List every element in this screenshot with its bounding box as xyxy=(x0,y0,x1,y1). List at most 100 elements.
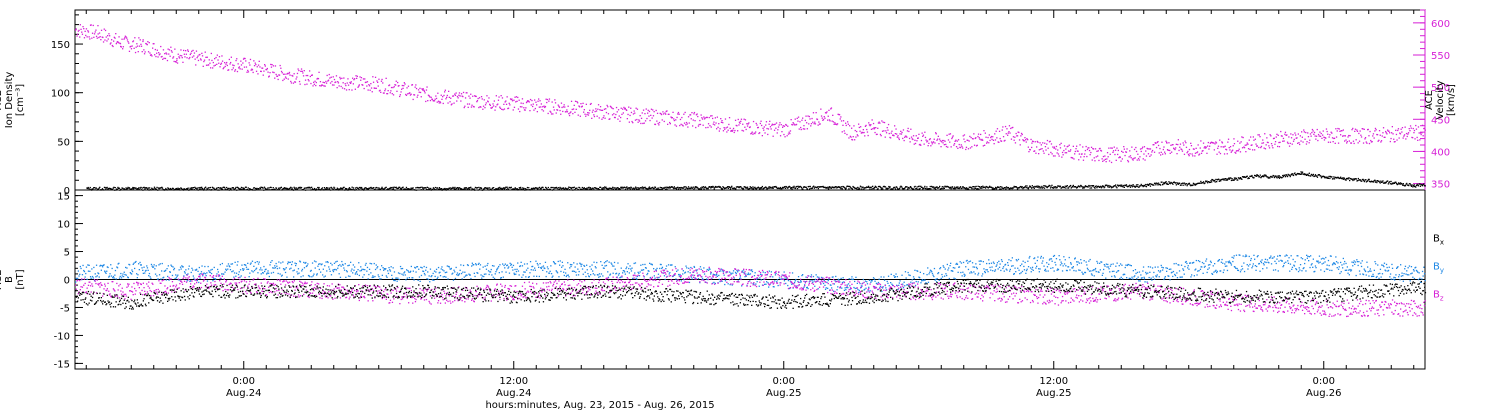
velocity-series-point xyxy=(1084,153,1086,155)
velocity-series-point xyxy=(1093,157,1095,159)
velocity-series-point xyxy=(381,78,383,81)
velocity-series-point xyxy=(1339,130,1341,132)
velocity-series-point xyxy=(617,109,620,111)
velocity-series-point xyxy=(339,78,342,80)
density-series-point xyxy=(119,189,121,191)
velocity-series-point xyxy=(767,133,769,136)
by-series-point xyxy=(524,271,526,273)
by-series-point xyxy=(226,265,228,267)
by-series-point xyxy=(544,261,547,263)
velocity-series-point xyxy=(107,35,109,37)
density-series-point xyxy=(150,189,152,191)
velocity-series-point xyxy=(364,78,366,80)
density-series-point xyxy=(1029,185,1031,188)
density-series-point xyxy=(315,188,317,190)
density-series-point xyxy=(889,186,891,188)
velocity-series-point xyxy=(360,79,362,81)
velocity-series-point xyxy=(1301,131,1303,133)
velocity-series-point xyxy=(674,124,676,126)
density-series-point xyxy=(1286,175,1288,177)
density-series-point xyxy=(352,187,355,189)
density-series-point xyxy=(1377,180,1379,182)
density-series-point xyxy=(499,186,501,189)
by-series-point xyxy=(546,271,548,273)
by-series-point xyxy=(87,264,89,266)
density-series-point xyxy=(429,188,431,190)
by-series-point xyxy=(135,260,137,263)
velocity-series-point xyxy=(348,89,350,91)
velocity-series-point xyxy=(716,116,718,118)
density-series-point xyxy=(869,186,872,189)
density-series-point xyxy=(1181,182,1184,184)
by-series-point xyxy=(197,270,199,272)
velocity-series-point xyxy=(1227,141,1229,143)
density-series-point xyxy=(973,188,975,190)
density-series-point xyxy=(455,187,457,190)
velocity-series-point xyxy=(990,136,992,139)
density-series-point xyxy=(1200,182,1203,184)
velocity-series-point xyxy=(1386,133,1388,135)
density-series-point xyxy=(221,189,224,191)
velocity-series-point xyxy=(1022,140,1025,142)
density-series-point xyxy=(1237,177,1240,179)
velocity-series-point xyxy=(609,118,611,120)
density-series-point xyxy=(136,188,139,190)
velocity-series-point xyxy=(419,91,422,94)
x-tick-time-label: 12:00 xyxy=(499,376,528,387)
velocity-series-point xyxy=(890,137,892,139)
density-series-point xyxy=(953,186,956,188)
velocity-series-point xyxy=(1016,135,1018,137)
by-series-point xyxy=(439,271,441,273)
density-series-point xyxy=(157,189,159,191)
density-series-point xyxy=(257,188,259,190)
velocity-series-point xyxy=(330,76,332,78)
density-series-point xyxy=(661,188,663,190)
by-series-point xyxy=(134,267,136,270)
density-series-point xyxy=(443,188,445,190)
density-series-point xyxy=(149,187,151,189)
velocity-series-point xyxy=(116,41,118,43)
velocity-series-point xyxy=(598,117,600,119)
velocity-series-point xyxy=(783,133,785,136)
velocity-series-point xyxy=(98,36,100,39)
velocity-series-point xyxy=(247,69,249,72)
density-series-point xyxy=(340,187,342,189)
density-series-point xyxy=(800,187,803,189)
by-series-point xyxy=(497,267,499,269)
by-series-point xyxy=(106,270,108,272)
density-series-point xyxy=(1367,179,1369,182)
velocity-series-point xyxy=(1259,136,1261,138)
density-series-point xyxy=(991,186,993,189)
by-series-point xyxy=(354,266,356,268)
velocity-series-point xyxy=(1119,156,1121,158)
velocity-series-point xyxy=(746,123,748,125)
velocity-series-point xyxy=(169,55,171,57)
density-series-point xyxy=(1409,183,1411,185)
velocity-series-point xyxy=(427,94,430,96)
by-series-point xyxy=(476,272,478,274)
by-series-point xyxy=(481,277,483,279)
density-series-point xyxy=(875,186,877,188)
density-series-point xyxy=(1275,175,1277,177)
density-series-point xyxy=(501,187,503,189)
density-series-point xyxy=(1285,174,1287,176)
velocity-series-point xyxy=(1075,148,1077,150)
density-series-point xyxy=(221,187,223,189)
density-series-point xyxy=(1209,181,1211,184)
density-series-point xyxy=(663,187,665,189)
velocity-series-point xyxy=(532,105,534,108)
by-series-point xyxy=(425,266,428,269)
density-series-point xyxy=(180,187,182,189)
density-series-point xyxy=(1206,180,1208,182)
velocity-series-point xyxy=(647,109,649,111)
density-series-point xyxy=(332,188,334,190)
density-series-point xyxy=(103,186,106,189)
velocity-series-point xyxy=(437,92,439,94)
by-series-point xyxy=(205,275,207,277)
density-series-point xyxy=(829,186,831,188)
velocity-series-point xyxy=(1158,152,1160,154)
velocity-series-point xyxy=(499,107,502,109)
velocity-series-point xyxy=(910,128,912,130)
velocity-series-point xyxy=(868,124,871,126)
velocity-series-point xyxy=(1047,147,1049,149)
